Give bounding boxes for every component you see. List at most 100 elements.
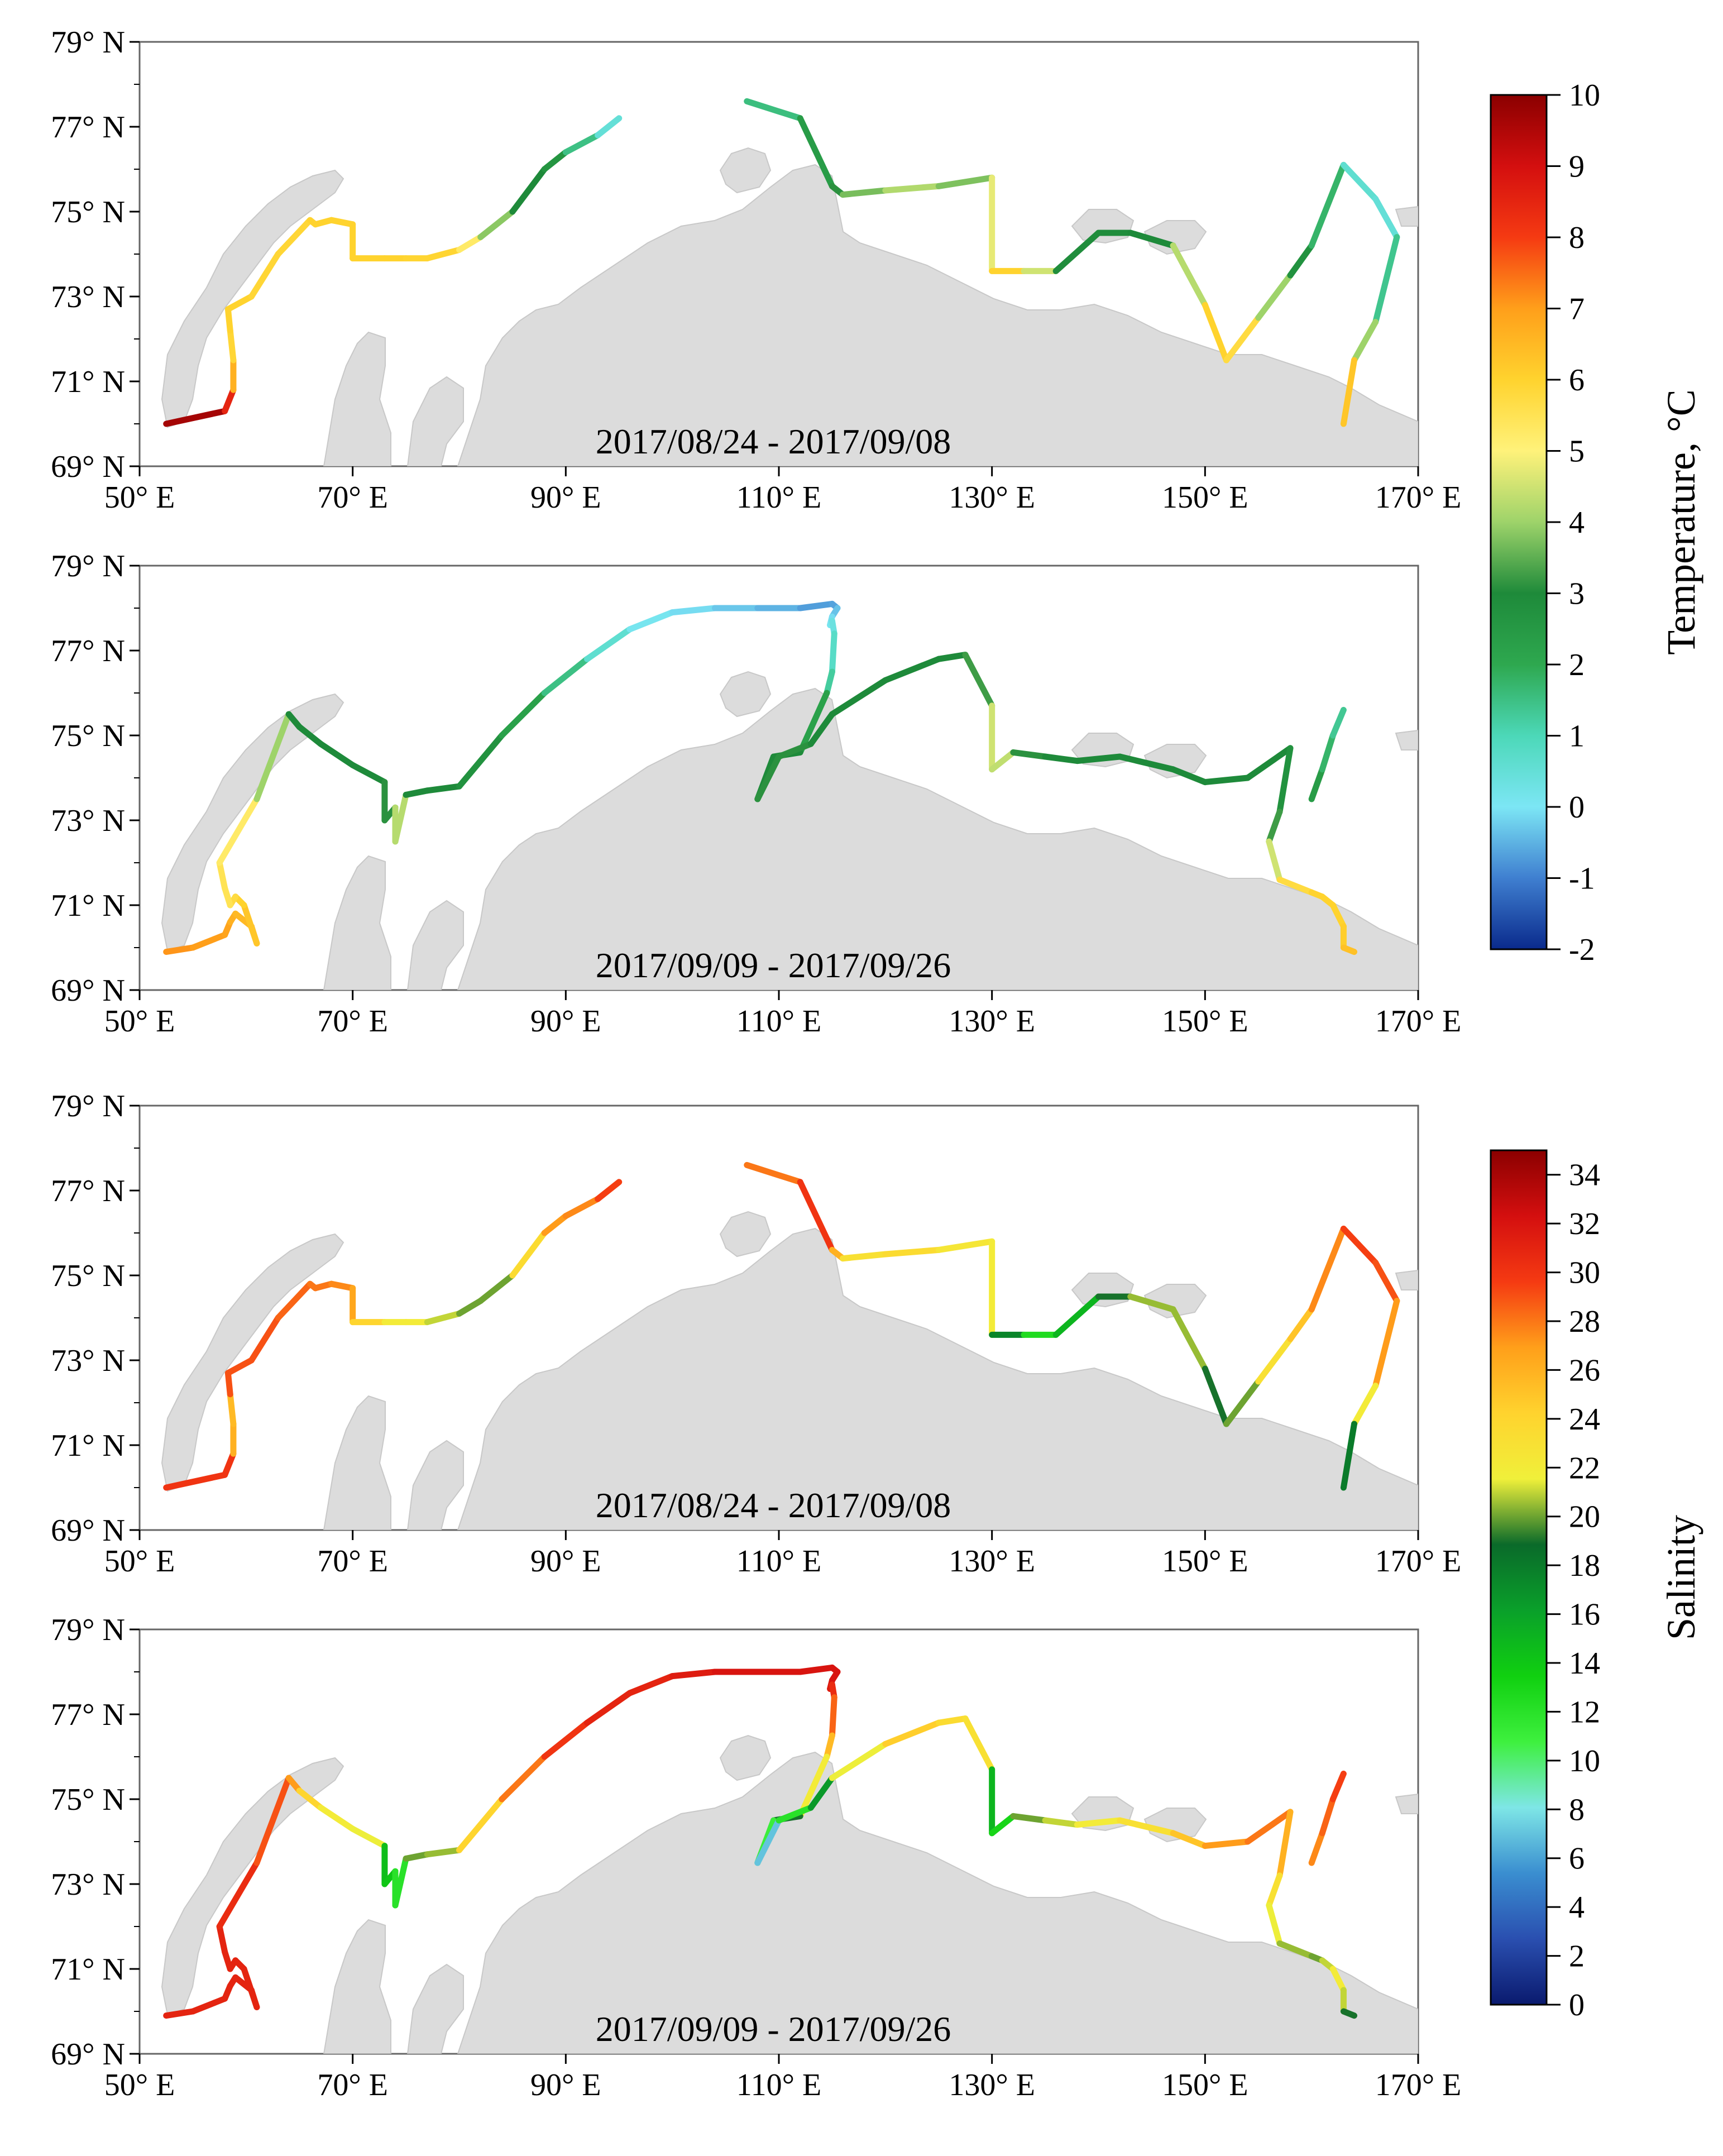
track-segment <box>1276 745 1294 815</box>
track-segment <box>227 327 237 364</box>
track-segment <box>1202 1838 1251 1849</box>
track-segment <box>403 787 430 798</box>
lat-tick-label: 79° N <box>51 1613 125 1647</box>
axis: 69° N 71° N 73° N 75° N 77° N 79° N 50° E 70° E… <box>51 549 1461 1039</box>
track-segment <box>224 306 233 334</box>
lat-tick-label: 77° N <box>51 110 125 145</box>
track-segment <box>424 246 462 262</box>
track-segment <box>248 1314 281 1364</box>
lat-tick-label: 79° N <box>51 549 125 584</box>
track-segment <box>296 724 324 747</box>
axis: 69° N 71° N 73° N 75° N 77° N 79° N 50° E 70° E… <box>51 1613 1461 2102</box>
track-segment <box>1042 1817 1080 1828</box>
track-segment <box>1266 838 1283 883</box>
track-segment <box>595 115 623 138</box>
lat-tick-label: 75° N <box>51 1782 125 1817</box>
track-segment <box>424 1310 462 1326</box>
lon-tick-label: 150° E <box>1162 1004 1248 1039</box>
track-segment <box>935 652 969 662</box>
lat-tick-label: 75° N <box>51 719 125 753</box>
lon-tick-label: 130° E <box>949 2068 1035 2102</box>
lon-tick-label: 130° E <box>949 1544 1035 1579</box>
track-segment <box>403 1851 430 1862</box>
lat-tick-label: 73° N <box>51 804 125 838</box>
track-segment <box>1074 1817 1123 1828</box>
lon-tick-label: 150° E <box>1162 480 1248 515</box>
track-segment <box>216 1923 228 1956</box>
track-segment <box>1329 902 1347 930</box>
track-segment <box>562 132 601 156</box>
colorbar-tick-label: 10 <box>1569 78 1600 113</box>
lat-tick-label: 69° N <box>51 2037 125 2072</box>
track-segment <box>1329 1770 1347 1803</box>
track-segment <box>1170 766 1208 786</box>
track-segment <box>1329 1966 1347 1994</box>
track-segment <box>744 98 803 122</box>
track-segment <box>829 630 837 675</box>
lon-tick-label: 50° E <box>104 480 175 515</box>
panel-sal-period1: 69° N 71° N 73° N 75° N 77° N 79° N 50° E 70° E… <box>51 1089 1461 1579</box>
track-segment <box>328 217 356 228</box>
track-segment <box>1042 753 1080 764</box>
track-segment <box>935 1715 969 1726</box>
track-segment <box>829 1741 889 1781</box>
track-segment <box>1372 1259 1400 1304</box>
track-segment <box>456 1298 484 1317</box>
track-segment <box>224 1357 255 1376</box>
colorbar-ramp <box>1490 1149 1548 2006</box>
track-segment <box>1245 745 1294 781</box>
track-segment <box>1287 1306 1315 1342</box>
lon-tick-label: 110° E <box>736 2068 822 2102</box>
colorbar-tick-label: 22 <box>1569 1451 1600 1485</box>
colorbar-tick-label: -1 <box>1569 862 1595 896</box>
track-segment <box>1245 1809 1294 1845</box>
panel-temp-period1: 69° N 71° N 73° N 75° N 77° N 79° N 50° E 70° E… <box>51 25 1461 515</box>
track-segment <box>1276 1940 1315 1959</box>
track-segment <box>1351 1383 1379 1427</box>
lat-tick-label: 71° N <box>51 888 125 923</box>
track-segment <box>1052 230 1102 274</box>
track-segment <box>1319 1796 1336 1837</box>
track-segment <box>189 2000 218 2015</box>
track-segment <box>1202 302 1229 364</box>
track-segment <box>754 1817 782 1866</box>
track-segment <box>163 2008 196 2019</box>
track-segment <box>797 690 830 756</box>
track-segment <box>241 902 260 946</box>
colorbar-tick-label: 26 <box>1569 1353 1600 1388</box>
lon-tick-label: 50° E <box>104 1544 175 1579</box>
lat-tick-label: 73° N <box>51 1344 125 1378</box>
colorbar-tick-label: 4 <box>1569 505 1585 540</box>
track-segment <box>499 690 548 739</box>
ship-track <box>163 1664 1357 2019</box>
track-segment <box>807 1775 835 1811</box>
track-segment <box>216 1859 260 1930</box>
colorbar-tick-label: 18 <box>1569 1548 1600 1583</box>
track-segment <box>882 1719 942 1747</box>
track-segment <box>275 1280 313 1321</box>
colorbar-tick-label: 6 <box>1569 363 1585 398</box>
lon-tick-label: 70° E <box>317 480 388 515</box>
track-segment <box>317 1804 356 1832</box>
track-segment <box>216 859 228 892</box>
track-segment <box>989 749 1017 773</box>
track-segment <box>595 1179 623 1202</box>
ship-track <box>163 600 1357 955</box>
track-segment <box>1340 1225 1379 1266</box>
track-segment <box>1372 195 1400 241</box>
track-segment <box>584 1690 633 1726</box>
lon-tick-label: 170° E <box>1375 2068 1462 2102</box>
track-segment <box>1308 766 1325 802</box>
track-segment <box>227 1391 237 1427</box>
track-segment <box>1074 753 1123 764</box>
track-segment <box>328 1280 356 1292</box>
track-segment <box>1223 1378 1262 1427</box>
track-segment <box>962 1715 995 1773</box>
colorbar-tick-label: 30 <box>1569 1256 1600 1290</box>
track-segment <box>1052 1293 1102 1338</box>
lat-tick-label: 71° N <box>51 1952 125 1987</box>
